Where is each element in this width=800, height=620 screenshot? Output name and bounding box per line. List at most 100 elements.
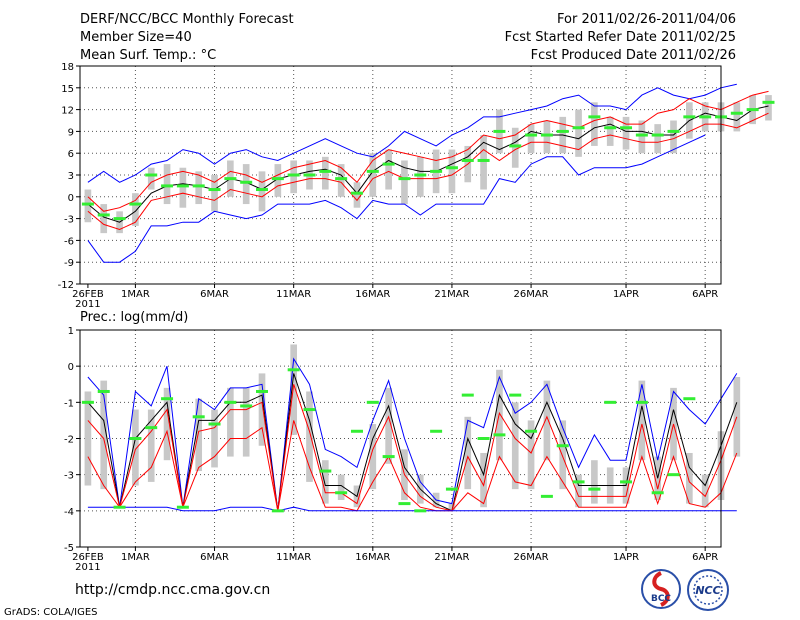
precip-spread-box (321, 460, 329, 504)
temp-xtick-label: 16MAR (355, 289, 390, 300)
precip-line-min (87, 506, 737, 512)
precip-xtick-label: 6MAR (200, 552, 229, 563)
produced-date: Fcst Produced Date 2011/02/26 (530, 48, 736, 63)
temp-line-meanminus1sd (87, 112, 769, 231)
precip-spread-box (543, 380, 551, 461)
precip-spread-box (638, 380, 646, 461)
ncc-logo-text: NCC (695, 584, 720, 597)
temp-spread-box (591, 102, 598, 146)
temp-panel: -12 -9 -6 -3 0 3 6 9 12 15 18 26FEB 1MAR 6MAR 11MAR 16M… (58, 62, 775, 310)
temp-spread-box (670, 120, 677, 154)
temp-spread-box (147, 167, 155, 190)
temp-spread-box (511, 127, 519, 168)
precip-panel: -5 -4 -3 -2 -1 0 1 26FEB 1MAR 6MAR 11MAR 16MAR 21MAR… (64, 326, 741, 573)
precip-spread-box (591, 460, 598, 504)
precip-xtick-label: 26MAR (513, 552, 548, 563)
precip-spread-box (306, 391, 313, 482)
precip-ytick-label: -5 (64, 543, 74, 554)
precip-spread-box (448, 503, 456, 511)
temp-ytick-label: 0 (68, 193, 74, 204)
precip-spread-box (686, 452, 693, 504)
temp-ytick-label: 3 (68, 171, 74, 182)
precip-spread-box (195, 398, 203, 472)
precip-xtick-label: 26FEB (72, 552, 104, 563)
temp-spread-box (622, 116, 630, 150)
precip-spread-box (575, 474, 582, 508)
temp-spread-box (195, 171, 203, 205)
temp-xtick-label: 21MAR (434, 289, 469, 300)
temp-spread-box (290, 160, 297, 194)
temp-spread-box (132, 193, 139, 226)
temp-spread-box (369, 153, 377, 197)
precip-ytick-label: 0 (68, 362, 74, 373)
temp-ytick-label: 18 (61, 62, 74, 73)
precip-ytick-label: 1 (68, 326, 74, 337)
chart-title: DERF/NCC/BCC Monthly Forecast (80, 12, 294, 27)
temp-line-meanplus1sd (87, 90, 769, 212)
temp-spread-box (163, 164, 171, 205)
temp-ytick-label: -6 (64, 236, 74, 247)
temp-spread-box (527, 124, 535, 154)
temp-ytick-label: -12 (58, 280, 74, 291)
member-size: Member Size=40 (80, 30, 192, 45)
temp-spread-box (448, 149, 456, 194)
bcc-logo-text: BCC (651, 594, 671, 604)
temp-ytick-label: -9 (64, 258, 74, 269)
precip-xtick-label: 1APR (613, 552, 639, 563)
precip-ytick-label: -4 (64, 507, 74, 518)
temp-spread-box (321, 156, 329, 190)
precip-spread-box (369, 424, 377, 490)
precip-spread-box (385, 387, 392, 464)
temp-spread-box (638, 120, 646, 154)
temp-xtick-label: 11MAR (276, 289, 311, 300)
precip-spread-box (337, 474, 345, 500)
temp-xtick-label: 26MAR (513, 289, 548, 300)
temp-xtick-label: 6APR (692, 289, 718, 300)
temp-spread-box (416, 156, 424, 197)
precip-year-label: 2011 (75, 562, 100, 573)
temp-spread-box (575, 109, 582, 157)
precip-title: Prec.: log(mm/d) (80, 310, 189, 325)
ncc-logo: NCC (687, 569, 729, 611)
precip-spread-box (242, 387, 250, 457)
footer-url[interactable]: http://cmdp.ncc.cma.gov.cn (75, 582, 271, 598)
temp-spread-box (654, 124, 662, 154)
temp-spread-box (385, 149, 392, 190)
temp-spread-box (765, 95, 772, 121)
start-date: Fcst Started Refer Date 2011/02/25 (504, 30, 736, 45)
temp-spread-box (242, 164, 250, 205)
precip-spread-box (147, 409, 155, 482)
precip-spread-box (480, 452, 487, 508)
temp-line-mean (87, 105, 769, 223)
temp-spread-box (337, 164, 345, 197)
temp-year-label: 2011 (75, 299, 100, 310)
precip-spread-box (464, 416, 472, 490)
precip-spread-box (701, 474, 709, 508)
precip-spread-box (211, 409, 218, 468)
precip-frame (79, 329, 722, 548)
temp-spread-box (733, 102, 741, 132)
temp-ytick-label: 6 (68, 149, 74, 160)
precip-ytick-label: -2 (64, 435, 74, 446)
temp-line-max (87, 83, 737, 183)
grads-credit: GrADS: COLA/IGES (4, 607, 98, 618)
precip-xtick-label: 11MAR (276, 552, 311, 563)
precip-spread-box (227, 387, 234, 457)
precip-xtick-label: 21MAR (434, 552, 469, 563)
precip-spread-box (559, 420, 567, 490)
precip-spread-box (132, 409, 139, 486)
temp-xtick-label: 6MAR (200, 289, 229, 300)
precip-spread-box (100, 380, 108, 490)
temp-spread-box (543, 120, 551, 154)
temp-spread-box (211, 175, 218, 212)
temp-spread-box (480, 135, 487, 190)
temp-spread-box (606, 116, 614, 146)
bcc-logo: BCC (641, 569, 681, 609)
temp-spread-box (100, 204, 108, 234)
temp-ytick-label: 15 (61, 84, 74, 95)
temp-frame (79, 65, 722, 285)
temp-spread-box (353, 182, 361, 208)
precip-spread-box (290, 344, 297, 435)
temp-ytick-label: 9 (68, 127, 74, 138)
precip-spread-box (84, 391, 92, 486)
